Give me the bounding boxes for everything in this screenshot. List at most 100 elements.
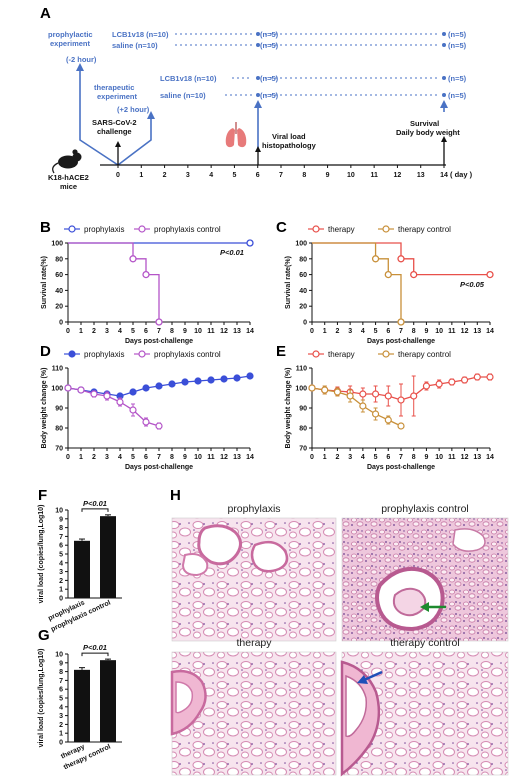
x-tick-label: 1 — [323, 328, 327, 335]
green-arrow-icon — [420, 602, 446, 612]
x-tick-label: 12 — [220, 454, 228, 461]
legend-marker — [68, 350, 76, 358]
y-tick-label: 100 — [51, 386, 63, 393]
x-tick-label: 8 — [412, 328, 416, 335]
y-tick-label: 0 — [59, 320, 63, 327]
significance-bracket — [81, 508, 109, 512]
data-point — [103, 392, 111, 400]
arm-2-end: (n=5) — [448, 41, 467, 50]
timeline-tick-label: 5 — [232, 172, 236, 179]
y-tick-label: 1 — [59, 587, 63, 594]
y-tick-label: 3 — [59, 713, 63, 720]
series-therapy-control — [312, 242, 405, 326]
arm-4-label: saline (n=10) — [160, 91, 206, 100]
data-point — [321, 386, 329, 394]
y-tick-label: 70 — [55, 446, 63, 453]
timeline-tick-label: 10 — [347, 172, 355, 179]
data-point — [397, 318, 405, 326]
x-tick-label: 4 — [118, 454, 122, 461]
x-tick-label: 12 — [461, 454, 469, 461]
y-tick-label: 110 — [52, 366, 63, 373]
arm-dotted-lines — [175, 33, 440, 96]
data-point — [333, 388, 342, 396]
therapeutic-label-1: therapeutic — [94, 83, 134, 92]
series-therapy — [312, 242, 494, 279]
x-tick-label: 0 — [66, 328, 70, 335]
data-point — [129, 388, 137, 396]
y-tick-label: 7 — [59, 678, 63, 685]
chart-g: 0 1 2 3 45 6 7 8 910 viral load (copies/lung,Log1… — [38, 643, 122, 771]
series-prophylaxis-control — [64, 384, 163, 430]
legend-marker — [68, 225, 76, 233]
data-point — [371, 410, 380, 418]
panel-letter-g: G — [38, 627, 50, 644]
data-point — [384, 416, 392, 424]
legend-label: prophylaxis control — [154, 225, 221, 234]
y-tick-label: 8 — [59, 669, 63, 676]
x-tick-label: 6 — [144, 328, 148, 335]
panel-letter-a: A — [40, 5, 51, 22]
y-tick-label: 5 — [59, 696, 63, 703]
data-point — [194, 377, 202, 385]
histology-title-3: therapy — [236, 637, 272, 649]
x-tick-label: 2 — [92, 454, 96, 461]
mice-label-1: K18-hACE2 — [48, 173, 89, 182]
data-point — [168, 380, 176, 388]
timeline-tick-label: 0 — [116, 172, 120, 179]
prophylactic-label-2: experiment — [50, 39, 91, 48]
y-tick-label: 6 — [59, 687, 63, 694]
data-point — [384, 270, 392, 279]
data-point — [246, 239, 254, 247]
data-point — [181, 378, 189, 386]
arm-2-label: saline (n=10) — [112, 41, 158, 50]
data-point — [233, 374, 241, 382]
y-tick-label: 20 — [55, 304, 63, 311]
y-tick-label: 80 — [55, 426, 63, 433]
y-tick-label: 100 — [295, 386, 307, 393]
x-tick-label: 14 — [246, 454, 254, 461]
x-tick-label: 5 — [374, 328, 378, 335]
x-tick-label: 10 — [194, 454, 202, 461]
therapeutic-time: (+2 hour) — [117, 105, 150, 114]
x-tick-label: 10 — [435, 454, 443, 461]
panel-letter-e: E — [276, 343, 286, 360]
significance-bracket — [81, 652, 109, 657]
timeline-tick-label: 7 — [279, 172, 283, 179]
data-point — [77, 386, 85, 394]
x-tick-label: 3 — [348, 328, 352, 335]
data-point — [435, 380, 443, 388]
timeline-tick-label: 11 — [370, 172, 378, 179]
y-tick-label: 40 — [55, 288, 63, 295]
event-arrowheads — [115, 136, 447, 152]
y-tick-label: 4 — [59, 704, 63, 711]
data-point — [116, 398, 124, 406]
mouse-icon — [52, 149, 82, 174]
legend-marker — [312, 225, 320, 233]
y-axis-label: Body weight change (%) — [41, 368, 48, 449]
y-tick-label: 60 — [299, 272, 307, 279]
arm-4-mid: (n=5) — [260, 91, 279, 100]
x-tick-label: 6 — [386, 454, 390, 461]
data-point — [308, 384, 316, 392]
x-tick-label: 7 — [157, 328, 161, 335]
x-tick-label: 11 — [207, 454, 215, 461]
y-tick-label: 4 — [59, 560, 63, 567]
y-tick-label: 7 — [59, 534, 63, 541]
x-tick-label: 4 — [118, 328, 122, 335]
series-line — [312, 242, 490, 276]
data-point — [155, 318, 163, 326]
x-tick-label: 4 — [361, 328, 365, 335]
x-tick-label: 9 — [424, 328, 428, 335]
data-point — [397, 396, 405, 404]
y-tick-label: 9 — [59, 516, 63, 523]
histology-panel-h: prophylaxis prophylaxis control therapy — [170, 503, 509, 777]
data-point — [129, 406, 137, 414]
timeline-tick-label: 4 — [209, 172, 213, 179]
x-tick-label: 1 — [323, 454, 327, 461]
data-point — [473, 373, 481, 381]
dosing-arrowheads — [76, 63, 448, 119]
